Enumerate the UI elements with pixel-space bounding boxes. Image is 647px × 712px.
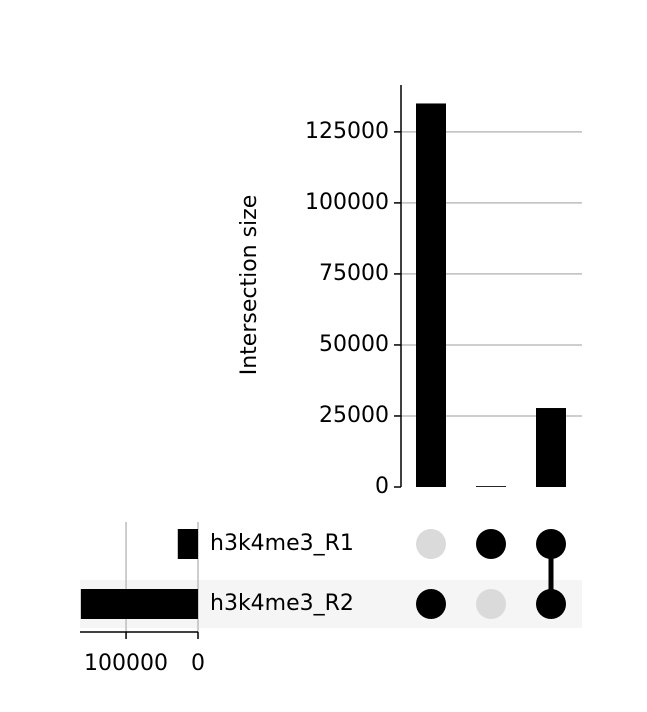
y-tick-label: 50000: [319, 332, 389, 357]
matrix-dot: [536, 529, 566, 559]
matrix-dot: [476, 589, 506, 619]
set-size-bar: [177, 529, 198, 559]
bar: [536, 408, 566, 487]
matrix-dot: [416, 529, 446, 559]
matrix-dot: [536, 589, 566, 619]
bar: [476, 486, 506, 487]
y-axis-label: Intersection size: [237, 195, 262, 376]
matrix-dot: [476, 529, 506, 559]
y-tick-label: 0: [375, 474, 389, 499]
y-tick-label: 100000: [305, 190, 389, 215]
y-tick-label: 125000: [305, 119, 389, 144]
y-tick-label: 75000: [319, 261, 389, 286]
x-tick-label: 100000: [84, 651, 168, 676]
set-label: h3k4me3_R2: [210, 591, 354, 616]
bar: [416, 103, 446, 487]
set-size-bar: [80, 589, 198, 619]
y-tick-label: 25000: [319, 403, 389, 428]
set-label: h3k4me3_R1: [210, 531, 354, 556]
matrix-dot: [416, 589, 446, 619]
x-tick-label: 0: [191, 651, 205, 676]
